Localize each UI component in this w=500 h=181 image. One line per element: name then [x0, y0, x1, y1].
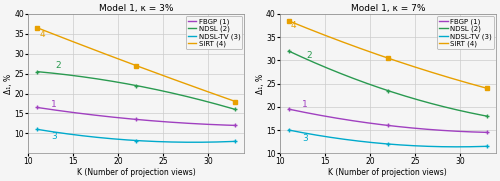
- NDSL-TV (3): [286, 129, 292, 131]
- NDSL (2): [298, 56, 304, 58]
- X-axis label: K (Number of projection views): K (Number of projection views): [328, 168, 447, 177]
- SIRT (4): [42, 30, 48, 32]
- FBGP (1): [42, 108, 48, 110]
- NDSL (2): [222, 106, 228, 108]
- SIRT (4): [467, 83, 473, 85]
- FBGP (1): [298, 111, 304, 113]
- Y-axis label: Δ₁, %: Δ₁, %: [4, 73, 13, 94]
- NDSL-TV (3): [46, 130, 52, 132]
- NDSL (2): [322, 66, 328, 68]
- FBGP (1): [286, 108, 292, 110]
- FBGP (1): [467, 131, 473, 133]
- NDSL-TV (3): [42, 130, 48, 132]
- Text: 1: 1: [302, 100, 308, 109]
- Line: FBGP (1): FBGP (1): [289, 109, 487, 132]
- FBGP (1): [87, 113, 93, 116]
- SIRT (4): [34, 27, 40, 29]
- NDSL (2): [216, 104, 222, 106]
- NDSL-TV (3): [298, 131, 304, 133]
- Line: FBGP (1): FBGP (1): [38, 108, 235, 125]
- NDSL (2): [42, 71, 48, 73]
- NDSL-TV (3): [294, 131, 300, 133]
- SIRT (4): [216, 94, 222, 97]
- FBGP (1): [322, 115, 328, 117]
- Line: NDSL (2): NDSL (2): [289, 51, 487, 116]
- FBGP (1): [338, 118, 344, 120]
- Title: Model 1, κ = 7%: Model 1, κ = 7%: [350, 4, 425, 13]
- NDSL-TV (3): [216, 141, 222, 143]
- NDSL-TV (3): [338, 138, 344, 140]
- Text: 2: 2: [307, 51, 312, 60]
- NDSL (2): [46, 72, 52, 74]
- Text: 4: 4: [290, 21, 296, 30]
- SIRT (4): [322, 34, 328, 37]
- Text: 4: 4: [40, 30, 45, 39]
- Legend: FBGP (1), NDSL (2), NDSL-TV (3), SIRT (4): FBGP (1), NDSL (2), NDSL-TV (3), SIRT (4…: [186, 16, 242, 49]
- NDSL-TV (3): [72, 134, 78, 136]
- NDSL-TV (3): [224, 141, 230, 143]
- NDSL (2): [286, 50, 292, 52]
- NDSL-TV (3): [454, 146, 460, 148]
- SIRT (4): [222, 97, 228, 99]
- Line: SIRT (4): SIRT (4): [289, 21, 487, 88]
- SIRT (4): [72, 41, 78, 43]
- FBGP (1): [72, 111, 78, 114]
- SIRT (4): [338, 41, 344, 43]
- NDSL-TV (3): [190, 141, 196, 143]
- NDSL (2): [294, 54, 300, 56]
- NDSL-TV (3): [484, 145, 490, 147]
- NDSL (2): [87, 77, 93, 79]
- SIRT (4): [474, 85, 480, 87]
- NDSL (2): [72, 75, 78, 77]
- Text: 3: 3: [302, 134, 308, 143]
- Title: Model 1, κ = 3%: Model 1, κ = 3%: [99, 4, 174, 13]
- NDSL-TV (3): [232, 140, 238, 142]
- NDSL-TV (3): [87, 136, 93, 138]
- FBGP (1): [232, 124, 238, 127]
- SIRT (4): [87, 47, 93, 49]
- FBGP (1): [222, 124, 228, 126]
- NDSL (2): [338, 73, 344, 75]
- NDSL (2): [484, 115, 490, 117]
- NDSL-TV (3): [475, 146, 481, 148]
- NDSL-TV (3): [34, 128, 40, 131]
- SIRT (4): [232, 100, 238, 103]
- Line: NDSL-TV (3): NDSL-TV (3): [38, 129, 235, 142]
- SIRT (4): [298, 25, 304, 27]
- Y-axis label: Δ₁, %: Δ₁, %: [256, 73, 264, 94]
- NDSL (2): [474, 113, 480, 115]
- NDSL-TV (3): [468, 146, 474, 148]
- SIRT (4): [484, 87, 490, 89]
- NDSL-TV (3): [322, 136, 328, 138]
- FBGP (1): [484, 131, 490, 133]
- Text: 1: 1: [51, 100, 57, 109]
- Line: SIRT (4): SIRT (4): [38, 28, 235, 102]
- NDSL (2): [467, 112, 473, 114]
- FBGP (1): [34, 106, 40, 109]
- Text: 2: 2: [56, 61, 61, 70]
- Line: NDSL (2): NDSL (2): [38, 72, 235, 110]
- SIRT (4): [46, 31, 52, 34]
- NDSL (2): [232, 108, 238, 111]
- Text: 3: 3: [51, 132, 57, 141]
- Line: NDSL-TV (3): NDSL-TV (3): [289, 130, 487, 147]
- NDSL (2): [34, 71, 40, 73]
- SIRT (4): [294, 23, 300, 25]
- FBGP (1): [46, 108, 52, 110]
- SIRT (4): [286, 20, 292, 22]
- FBGP (1): [474, 131, 480, 133]
- Legend: FBGP (1), NDSL (2), NDSL-TV (3), SIRT (4): FBGP (1), NDSL (2), NDSL-TV (3), SIRT (4…: [438, 16, 494, 49]
- X-axis label: K (Number of projection views): K (Number of projection views): [77, 168, 196, 177]
- FBGP (1): [216, 124, 222, 126]
- FBGP (1): [294, 110, 300, 112]
